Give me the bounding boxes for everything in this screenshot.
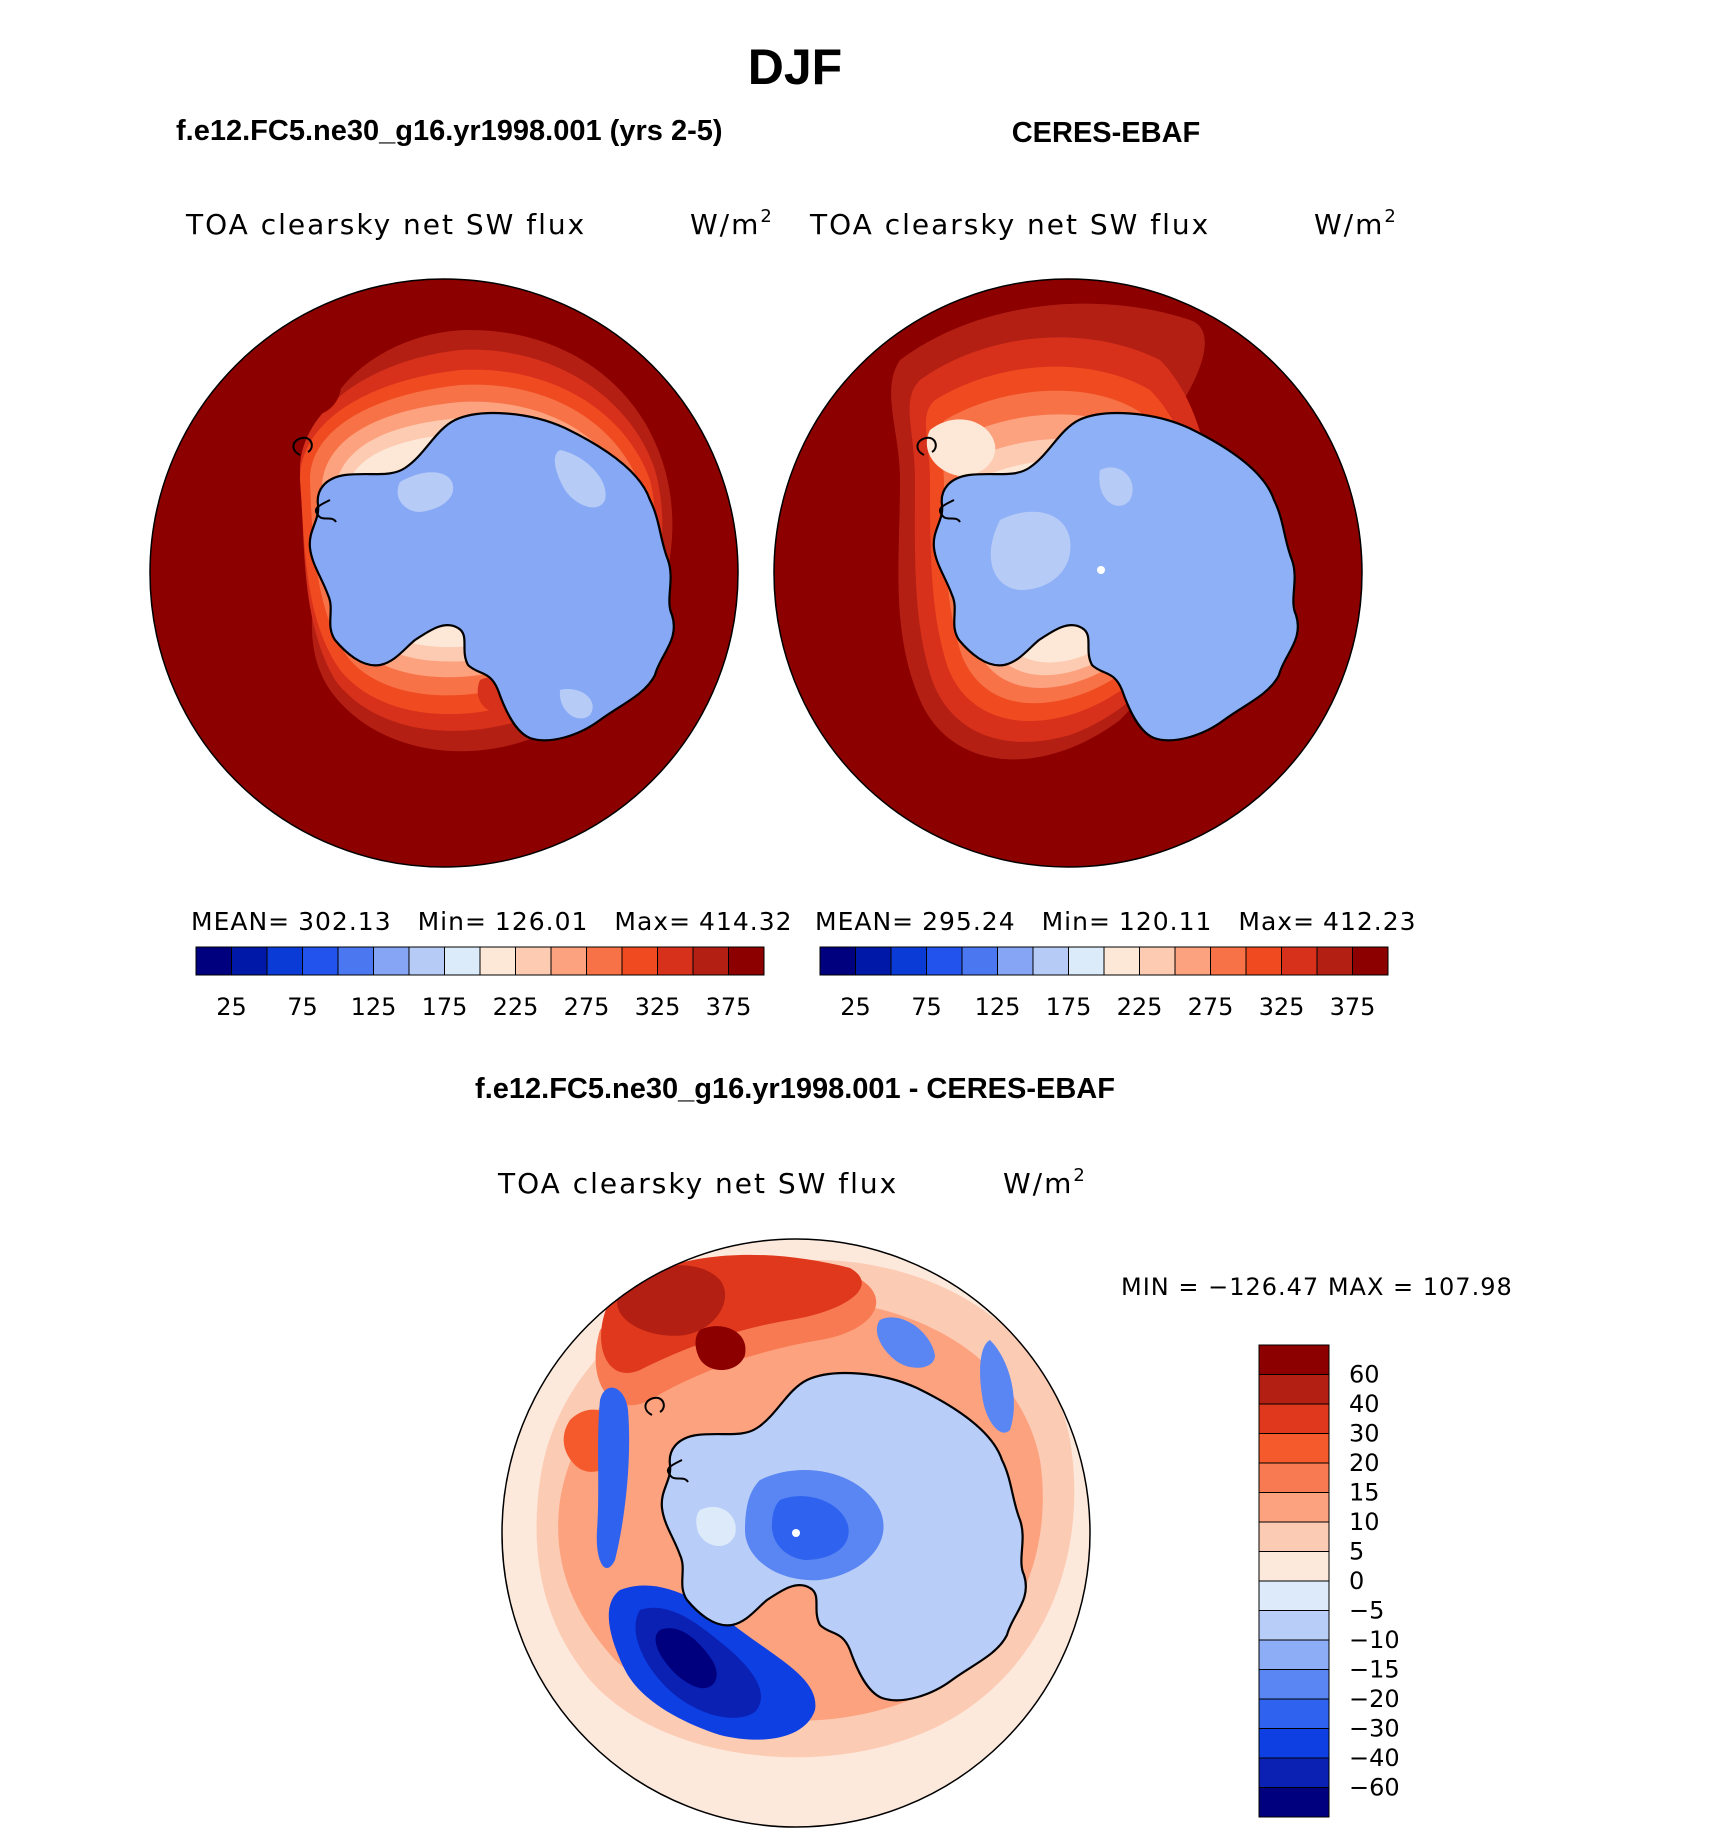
colorbar-tick-label: 225 [1117,993,1163,1021]
colorbar-tick-label: 40 [1349,1390,1380,1418]
colorbar-tick-label: 10 [1349,1508,1380,1536]
colorbar-swatch [1032,946,1069,976]
colorbar-swatch [855,946,892,976]
map-model [149,278,739,868]
colorbar-tick-label: 375 [1330,993,1376,1021]
colorbar-tick-label: −20 [1349,1685,1400,1713]
colorbar-swatch [1258,1433,1330,1464]
diff-minmax: MIN = −126.47 MAX = 107.98 [1121,1273,1513,1301]
colorbar-tick-label: 275 [1188,993,1234,1021]
colorbar-swatch [1258,1521,1330,1552]
colorbar-swatch [1210,946,1247,976]
colorbar-swatch [195,946,232,976]
colorbar-tick-label: −30 [1349,1715,1400,1743]
colorbar-tick-label: 15 [1349,1479,1380,1507]
colorbar-swatch [1258,1698,1330,1729]
colorbar-swatch [1258,1787,1330,1818]
colorbar-swatch [1258,1610,1330,1641]
panel-obs-stats: MEAN= 295.24 Min= 120.11 Max= 412.23 [815,907,1417,936]
colorbar-swatch [1103,946,1140,976]
colorbar-swatch [1258,1403,1330,1434]
colorbar-tick-label: 325 [1259,993,1305,1021]
panel-obs-case-title: CERES-EBAF [1012,117,1201,149]
colorbar-swatch [1258,1462,1330,1493]
diff-variable: TOA clearsky net SW flux [497,1167,898,1200]
panel-model-variable: TOA clearsky net SW flux [185,208,586,241]
colorbar-swatch [692,946,729,976]
colorbar-swatch [1245,946,1282,976]
panel-model-case-title: f.e12.FC5.ne30_g16.yr1998.001 (yrs 2-5) [176,115,723,147]
colorbar-tick-label: −5 [1349,1597,1384,1625]
colorbar-swatch [657,946,694,976]
colorbar-tick-label: 325 [635,993,681,1021]
colorbar-swatch [550,946,587,976]
colorbar-tick-label: 275 [564,993,610,1021]
main-title: DJF [748,39,842,95]
colorbar-tick-label: 375 [706,993,752,1021]
panel-obs-units: W/m2 [1314,206,1398,241]
colorbar-swatch [1068,946,1105,976]
colorbar-swatch [1258,1580,1330,1611]
colorbar-swatch [1258,1492,1330,1523]
colorbar-swatch [819,946,856,976]
colorbar-swatch [1258,1728,1330,1759]
colorbar-tick-label: 125 [975,993,1021,1021]
colorbar-tick-label: 75 [911,993,942,1021]
diff-units: W/m2 [1003,1165,1087,1200]
colorbar-tick-label: 30 [1349,1420,1380,1448]
colorbar-swatch [621,946,658,976]
colorbar-swatch [1352,946,1389,976]
map-obs [773,278,1363,868]
map-difference [501,1238,1091,1828]
colorbar-swatch [515,946,552,976]
colorbar-tick-label: 0 [1349,1567,1364,1595]
colorbar-swatch [926,946,963,976]
colorbar-swatch [266,946,303,976]
colorbar-swatch [1174,946,1211,976]
colorbar-swatch [1258,1669,1330,1700]
colorbar-swatch [1258,1757,1330,1788]
panel-obs-variable: TOA clearsky net SW flux [809,208,1210,241]
panel-model-units: W/m2 [690,206,774,241]
colorbar-swatch [890,946,927,976]
colorbar-swatch [1258,1344,1330,1375]
colorbar-tick-label: −10 [1349,1626,1400,1654]
colorbar-swatch [1139,946,1176,976]
colorbar-swatch [337,946,374,976]
colorbar-swatch [373,946,410,976]
colorbar-swatch [1316,946,1353,976]
colorbar-swatch [961,946,998,976]
colorbar-tick-label: 25 [840,993,871,1021]
colorbar-tick-label: −60 [1349,1774,1400,1802]
colorbar-swatch [231,946,268,976]
colorbar-tick-label: −40 [1349,1744,1400,1772]
panel-model-stats: MEAN= 302.13 Min= 126.01 Max= 414.32 [191,907,793,936]
colorbar-swatch [1281,946,1318,976]
colorbar-swatch [1258,1551,1330,1582]
colorbar-swatch [1258,1374,1330,1405]
colorbar-tick-label: 225 [493,993,539,1021]
colorbar-tick-label: 75 [287,993,318,1021]
colorbar-swatch [997,946,1034,976]
colorbar-tick-label: −15 [1349,1656,1400,1684]
colorbar-model: 25 75 125 175 225 275 325 375 [195,946,765,1021]
diff-case-title: f.e12.FC5.ne30_g16.yr1998.001 - CERES-EB… [475,1073,1115,1105]
colorbar-swatch [728,946,765,976]
colorbar-obs: 25 75 125 175 225 275 325 375 [819,946,1389,1021]
colorbar-tick-label: 125 [351,993,397,1021]
colorbar-swatch [479,946,516,976]
colorbar-tick-label: 5 [1349,1538,1364,1566]
colorbar-swatch [302,946,339,976]
colorbar-tick-label: 60 [1349,1361,1380,1389]
colorbar-swatch [444,946,481,976]
colorbar-swatch [586,946,623,976]
colorbar-tick-label: 175 [422,993,468,1021]
colorbar-swatch [1258,1639,1330,1670]
colorbar-tick-label: 20 [1349,1449,1380,1477]
colorbar-swatch [408,946,445,976]
colorbar-tick-label: 25 [216,993,247,1021]
colorbar-tick-label: 175 [1046,993,1092,1021]
